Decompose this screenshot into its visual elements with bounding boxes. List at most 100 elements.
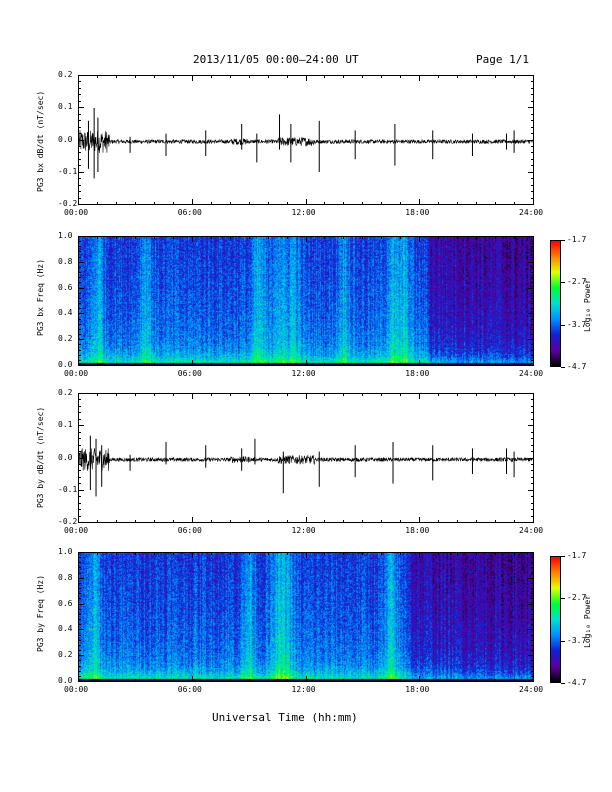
- y-tick-label: 0.2: [58, 388, 73, 397]
- y-tick-label: 0.2: [58, 70, 73, 79]
- x-minor-tick-top: [324, 552, 326, 555]
- x-minor-tick-top: [134, 236, 136, 239]
- y-minor-tick-right: [531, 328, 534, 330]
- y-minor-tick-right: [531, 113, 534, 115]
- x-minor-tick: [153, 520, 155, 523]
- y-minor-tick-right: [531, 399, 534, 401]
- y-minor-tick: [78, 582, 81, 584]
- x-minor-tick-top: [96, 75, 98, 78]
- x-minor-tick: [248, 679, 250, 682]
- x-minor-tick: [134, 679, 136, 682]
- x-minor-tick-top: [153, 393, 155, 396]
- y-tick-label: 0.6: [58, 598, 73, 608]
- x-tick-label: 18:00: [405, 526, 430, 535]
- x-minor-tick: [96, 202, 98, 205]
- y-tick-mark-right: [528, 522, 534, 523]
- y-minor-tick: [78, 251, 81, 253]
- y-tick-mark: [78, 489, 84, 491]
- x-tick-label: 12:00: [291, 208, 316, 217]
- y-minor-tick-right: [531, 277, 534, 279]
- x-minor-tick: [495, 202, 497, 205]
- x-tick-mark-top: [305, 75, 307, 81]
- x-minor-tick-top: [343, 393, 345, 396]
- x-tick-label: 12:00: [291, 369, 316, 378]
- x-tick-mark-top: [78, 552, 79, 558]
- x-minor-tick-top: [248, 552, 250, 555]
- colorbar-tick-label: -1.7: [567, 235, 587, 244]
- colorbar-tick-label: -4.7: [567, 362, 587, 371]
- x-minor-tick: [381, 202, 383, 205]
- x-minor-tick: [267, 363, 269, 366]
- x-minor-tick-top: [438, 552, 440, 555]
- y-tick-label: 0.0: [58, 134, 73, 144]
- y-tick-mark-right: [528, 655, 534, 657]
- page-indicator: Page 1/1: [476, 53, 529, 66]
- x-tick-label: 24:00: [519, 208, 544, 217]
- y-tick-mark: [78, 204, 84, 205]
- y-tick-mark-right: [528, 204, 534, 205]
- bx-colorbar: [550, 240, 561, 367]
- x-tick-label: 18:00: [405, 685, 430, 694]
- y-minor-tick: [78, 94, 81, 96]
- y-tick-mark: [78, 171, 84, 173]
- y-tick-mark: [78, 603, 84, 605]
- y-tick-mark: [78, 629, 84, 631]
- y-minor-tick-right: [531, 608, 534, 610]
- by-dbdt-ylabel: PG3 by dB/dt (nT/sec): [36, 406, 45, 508]
- y-minor-tick-right: [531, 246, 534, 248]
- y-minor-tick-right: [531, 476, 534, 478]
- y-minor-tick-right: [531, 418, 534, 420]
- x-minor-tick-top: [457, 393, 459, 396]
- x-tick-mark-top: [305, 393, 307, 399]
- x-minor-tick: [115, 520, 117, 523]
- y-minor-tick-right: [531, 639, 534, 641]
- x-tick-label: 18:00: [405, 208, 430, 217]
- y-minor-tick-right: [531, 496, 534, 498]
- y-minor-tick: [78, 308, 81, 310]
- y-minor-tick-right: [531, 191, 534, 193]
- x-tick-label: 00:00: [64, 369, 89, 378]
- x-minor-tick-top: [324, 75, 326, 78]
- x-minor-tick-top: [514, 236, 516, 239]
- y-tick-mark-right: [528, 681, 534, 682]
- x-minor-tick-top: [229, 552, 231, 555]
- x-minor-tick: [457, 679, 459, 682]
- x-tick-mark: [419, 360, 421, 366]
- x-minor-tick-top: [96, 236, 98, 239]
- x-minor-tick: [172, 520, 174, 523]
- colorbar-tick: [561, 683, 565, 684]
- y-tick-mark-right: [528, 313, 534, 315]
- x-minor-tick-top: [210, 236, 212, 239]
- x-tick-mark: [419, 199, 421, 205]
- y-minor-tick-right: [531, 598, 534, 600]
- x-minor-tick-top: [229, 393, 231, 396]
- x-minor-tick: [172, 363, 174, 366]
- y-minor-tick-right: [531, 303, 534, 305]
- y-minor-tick-right: [531, 94, 534, 96]
- y-minor-tick-right: [531, 158, 534, 160]
- x-minor-tick: [362, 202, 364, 205]
- y-minor-tick: [78, 81, 81, 83]
- x-minor-tick: [362, 520, 364, 523]
- x-minor-tick: [495, 520, 497, 523]
- x-axis-title: Universal Time (hh:mm): [212, 711, 358, 724]
- x-minor-tick: [134, 520, 136, 523]
- y-minor-tick-right: [531, 665, 534, 667]
- y-tick-mark: [78, 577, 84, 579]
- y-tick-label: 0.2: [58, 650, 73, 660]
- x-minor-tick: [514, 520, 516, 523]
- y-minor-tick-right: [531, 515, 534, 517]
- y-minor-tick-right: [531, 670, 534, 672]
- y-minor-tick-right: [531, 444, 534, 446]
- x-minor-tick-top: [172, 236, 174, 239]
- x-tick-mark: [305, 360, 307, 366]
- x-minor-tick-top: [134, 393, 136, 396]
- x-minor-tick: [96, 363, 98, 366]
- bx-dbdt-ylabel: PG3 bx dB/dt (nT/sec): [36, 90, 45, 192]
- plot-title: 2013/11/05 00:00–24:00 UT: [193, 53, 359, 66]
- x-minor-tick-top: [153, 75, 155, 78]
- y-minor-tick: [78, 496, 81, 498]
- y-minor-tick: [78, 515, 81, 517]
- x-tick-mark: [533, 676, 534, 682]
- x-minor-tick-top: [115, 75, 117, 78]
